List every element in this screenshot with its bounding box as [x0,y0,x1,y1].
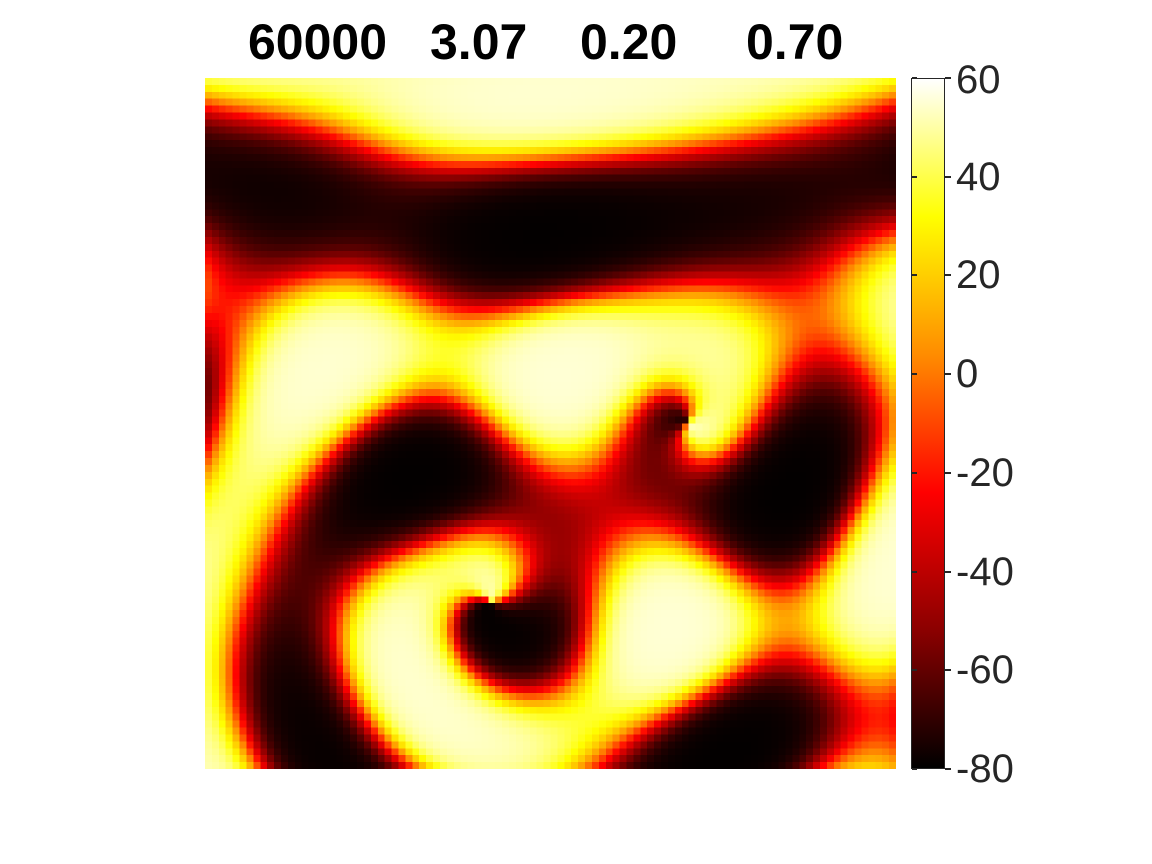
colorbar-tick-mark [945,471,951,474]
colorbar-tick-mark [912,175,917,178]
colorbar-tick-mark [912,570,917,573]
colorbar-tick-mark [945,274,951,277]
colorbar-tick-label: 0 [956,352,979,397]
colorbar-tick-mark [945,175,951,178]
colorbar-tick-mark [912,768,917,770]
colorbar-tick-mark [912,274,917,277]
colorbar-tick-mark [912,373,917,376]
colorbar-tick-mark [912,471,917,474]
heatmap-image [205,78,896,769]
colorbar-tick-mark [912,669,917,672]
title-part-3: 0.20 [580,14,678,70]
colorbar-tick-mark [945,669,951,672]
colorbar-tick-mark [945,570,951,573]
colorbar-tick-mark [945,77,951,79]
colorbar-tick-mark [912,77,917,79]
colorbar-tick-label: -60 [956,648,1014,693]
colorbar-tick-label: -20 [956,450,1014,495]
title-part-4: 0.70 [746,14,844,70]
colorbar-tick-mark [945,373,951,376]
colorbar-tick-label: 60 [956,58,1001,102]
title-part-2: 3.07 [430,14,528,70]
colorbar [911,78,945,769]
colorbar-tick-label: 40 [956,154,1001,199]
colorbar-tick-mark [945,768,951,770]
title-part-1: 60000 [248,14,388,70]
colorbar-tick-label: 20 [956,253,1001,298]
colorbar-tick-label: -40 [956,549,1014,594]
colorbar-tick-label: -80 [956,747,1014,791]
chart-title: 60000 3.07 0.20 0.70 [200,10,900,74]
